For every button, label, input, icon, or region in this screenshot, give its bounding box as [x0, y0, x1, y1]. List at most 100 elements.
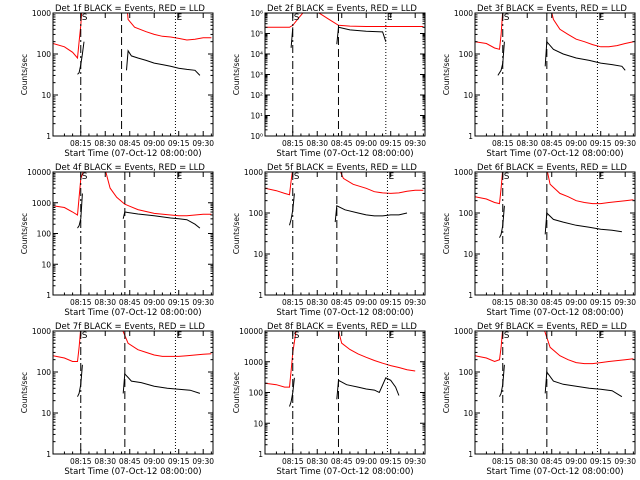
x-tick-label: 08:15	[492, 298, 514, 307]
x-axis-label: Start Time (07-Oct-12 08:00:00)	[64, 149, 201, 159]
x-axis-label: Start Time (07-Oct-12 08:00:00)	[486, 308, 623, 318]
x-axis-label: Start Time (07-Oct-12 08:00:00)	[486, 467, 623, 477]
x-tick-label: 08:15	[282, 139, 304, 148]
y-tick-label: 1	[46, 450, 51, 459]
series-lld	[475, 172, 504, 205]
y-tick-label: 100	[37, 230, 52, 239]
x-tick-label: 09:15	[168, 139, 190, 148]
x-tick-label: 09:15	[168, 298, 190, 307]
marker-label: E	[387, 13, 393, 23]
x-tick-label: 09:15	[380, 457, 402, 466]
y-tick-label: 10	[41, 409, 51, 418]
y-tick-label: 1000	[454, 9, 473, 18]
y-tick-label: 1	[46, 291, 51, 300]
x-tick-label: 09:15	[380, 139, 402, 148]
x-axis-label: Start Time (07-Oct-12 08:00:00)	[64, 467, 201, 477]
x-tick-label: 09:15	[590, 139, 612, 148]
x-tick-label: 08:15	[492, 457, 514, 466]
marker-label: S	[294, 331, 300, 341]
x-tick-label: 08:45	[331, 457, 353, 466]
series-events	[77, 193, 83, 229]
marker-label: S	[504, 331, 510, 341]
x-axis-label: Start Time (07-Oct-12 08:00:00)	[276, 467, 413, 477]
x-tick-label: 09:30	[404, 457, 426, 466]
y-tick-label: 100	[459, 368, 474, 377]
plot-frame	[264, 12, 426, 137]
x-tick-label: 08:15	[282, 457, 304, 466]
x-tick-label: 09:15	[168, 457, 190, 466]
marker-label: S	[294, 172, 300, 182]
series-events	[499, 205, 505, 238]
y-tick-label: 1000	[32, 327, 51, 336]
x-tick-label: 08:30	[94, 298, 116, 307]
x-tick-label: 09:00	[565, 298, 587, 307]
x-tick-label: 09:00	[143, 139, 165, 148]
series-lld	[551, 13, 634, 48]
series-lld	[122, 331, 212, 357]
x-tick-label: 09:00	[143, 457, 165, 466]
series-events	[289, 193, 295, 226]
x-tick-label: 09:30	[614, 457, 636, 466]
marker-label: S	[82, 172, 88, 182]
plot-frame	[264, 171, 426, 296]
x-tick-label: 08:15	[282, 298, 304, 307]
marker-label: E	[176, 172, 182, 182]
x-tick-label: 08:30	[306, 457, 328, 466]
y-tick-label: 1000	[454, 168, 473, 177]
y-axis-label: Counts/sec	[442, 372, 451, 413]
series-events	[77, 364, 83, 397]
x-tick-label: 08:45	[119, 298, 141, 307]
y-tick-label: 10	[253, 250, 263, 259]
y-axis-label: Counts/sec	[442, 54, 451, 95]
y-axis-label: Counts/sec	[20, 213, 29, 254]
series-events	[544, 370, 623, 398]
x-tick-label: 08:15	[70, 298, 92, 307]
y-tick-label: 100	[459, 209, 474, 218]
marker-label: S	[294, 13, 300, 23]
panel-title: Det 3f BLACK = Events, RED = LLD	[477, 4, 627, 14]
y-tick-label: 100	[37, 368, 52, 377]
series-lld	[105, 172, 212, 217]
x-tick-label: 08:30	[516, 298, 538, 307]
x-tick-label: 09:30	[404, 298, 426, 307]
x-tick-label: 09:15	[590, 298, 612, 307]
y-axis-label: Counts/sec	[232, 372, 241, 413]
y-tick-label: 10⁶	[250, 9, 263, 18]
y-axis-label: Counts/sec	[20, 54, 29, 95]
plot-frame	[264, 330, 426, 455]
marker-label: S	[504, 172, 510, 182]
series-events	[126, 49, 201, 76]
series-events	[289, 377, 295, 407]
y-axis-label: Counts/sec	[442, 213, 451, 254]
marker-label: S	[504, 13, 510, 23]
x-tick-label: 09:00	[355, 298, 377, 307]
x-tick-label: 08:15	[70, 457, 92, 466]
y-tick-label: 10	[463, 91, 473, 100]
y-tick-label: 100	[459, 50, 474, 59]
marker-label: E	[176, 13, 182, 23]
y-tick-label: 100	[37, 50, 52, 59]
y-tick-label: 10	[41, 91, 51, 100]
y-axis-label: Counts/sec	[232, 54, 241, 95]
marker-label: E	[598, 13, 604, 23]
plot-frame	[52, 12, 214, 137]
y-tick-label: 1	[258, 450, 263, 459]
panel-title: Det 5f BLACK = Events, RED = LLD	[267, 163, 417, 173]
y-tick-label: 10²	[250, 91, 263, 100]
series-lld	[127, 13, 212, 41]
x-tick-label: 09:30	[192, 457, 214, 466]
y-tick-label: 1	[258, 291, 263, 300]
x-tick-label: 09:00	[565, 457, 587, 466]
x-tick-label: 08:30	[306, 139, 328, 148]
marker-label: S	[82, 331, 88, 341]
series-events	[544, 40, 626, 71]
x-tick-label: 08:45	[119, 139, 141, 148]
x-tick-label: 08:45	[541, 139, 563, 148]
marker-label: E	[598, 331, 604, 341]
x-tick-label: 08:30	[94, 139, 116, 148]
y-tick-label: 10⁰	[250, 132, 263, 141]
